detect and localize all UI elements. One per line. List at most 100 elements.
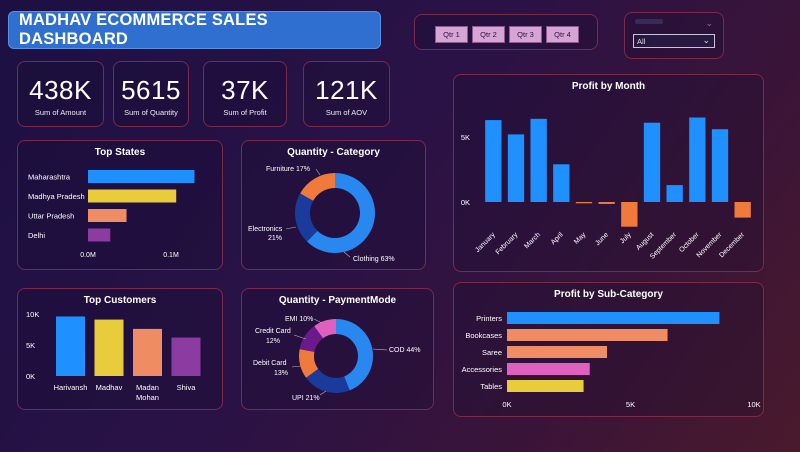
- y-tick-label-uttar-pradesh: Uttar Pradesh: [28, 212, 74, 221]
- kpi-card-amount: 438K Sum of Amount: [17, 61, 104, 127]
- quarter-slicer: Qtr 1 Qtr 2 Qtr 3 Qtr 4: [414, 14, 598, 50]
- bar-september: [666, 185, 683, 202]
- top-states-panel: Top States Maharashtra Madhya Pradesh Utta…: [17, 140, 223, 270]
- bar-madhav: [94, 319, 124, 376]
- y-tick-label-delhi: Delhi: [28, 231, 45, 240]
- data-label-upi: UPI 21%: [292, 395, 320, 402]
- chart-title: Quantity - PaymentMode: [278, 295, 397, 306]
- bar-april: [553, 164, 570, 202]
- kpi-value: 37K: [221, 75, 269, 105]
- x-tick-label-shiva: Shiva: [177, 383, 197, 392]
- bar-march: [530, 118, 547, 202]
- x-tick-label-madan-mohan: Madan: [136, 383, 159, 392]
- data-label-electronics-pct: 21%: [268, 235, 282, 242]
- y-tick-label-10k: 10K: [26, 310, 39, 319]
- y-tick-label-0k: 0K: [26, 372, 35, 381]
- leader-line-furniture: [315, 168, 321, 176]
- x-tick-label-5k: 5K: [626, 400, 635, 409]
- y-tick-label-tables: Tables: [480, 382, 502, 391]
- bar-shiva: [171, 337, 201, 376]
- x-tick-label-may: May: [573, 231, 588, 246]
- data-label-credit-card: Credit Card: [255, 328, 291, 335]
- x-tick-label-february: February: [495, 231, 520, 256]
- leader-line-emi: [313, 318, 323, 324]
- y-tick-label-madhya-pradesh: Madhya Pradesh: [28, 192, 85, 201]
- data-label-furniture: Furniture 17%: [266, 166, 310, 173]
- state-dropdown[interactable]: All ⌄: [633, 34, 715, 48]
- top-customers-panel: Top Customers 0K 5K 10K Harivansh Madhav Mada…: [17, 288, 223, 410]
- x-tick-label-april: April: [550, 231, 565, 246]
- bar-madhya-pradesh: [88, 189, 177, 203]
- qtr-2-button[interactable]: Qtr 2: [472, 26, 505, 43]
- profit-by-month-panel: Profit by Month 0K 5K January February March…: [453, 74, 764, 272]
- bar-december: [734, 202, 751, 218]
- kpi-label: Sum of Profit: [223, 108, 267, 117]
- data-label-debit-card-pct: 13%: [274, 370, 288, 377]
- bar-june: [598, 202, 615, 204]
- bar-printers: [507, 312, 720, 324]
- x-tick-label-july: July: [619, 231, 633, 245]
- slice-emi: [314, 319, 336, 339]
- x-tick-label-august: August: [635, 231, 655, 251]
- y-tick-label-5k: 5K: [26, 341, 35, 350]
- bar-november: [711, 129, 729, 202]
- bar-uttar-pradesh: [88, 209, 127, 222]
- y-tick-label-bookcases: Bookcases: [465, 331, 502, 340]
- bar-may: [575, 202, 593, 204]
- x-tick-label-harivansh: Harivansh: [54, 383, 88, 392]
- qtr-3-button[interactable]: Qtr 3: [509, 26, 542, 43]
- y-tick-label-maharashtra: Maharashtra: [28, 173, 71, 182]
- kpi-label: Sum of AOV: [325, 108, 368, 117]
- chart-title: Top Customers: [83, 295, 157, 306]
- leader-line-credit-card: [293, 334, 307, 340]
- kpi-value: 438K: [29, 75, 92, 105]
- kpi-card-profit: 37K Sum of Profit: [203, 61, 287, 127]
- quantity-category-panel: Quantity - Category Clothing 63% Electron…: [241, 140, 426, 270]
- bar-bookcases: [507, 329, 668, 341]
- bar-february: [507, 134, 525, 202]
- top-states-chart: Maharashtra Madhya Pradesh Uttar Pradesh De…: [28, 170, 195, 259]
- slicer-collapse-icon[interactable]: ⌄: [705, 18, 713, 28]
- kpi-label: Sum of Quantity: [124, 108, 178, 117]
- qtr-4-button[interactable]: Qtr 4: [546, 26, 579, 43]
- kpi-value: 5615: [121, 75, 181, 105]
- chart-title: Top States: [94, 147, 146, 158]
- kpi-label: Sum of Amount: [34, 108, 87, 117]
- chart-title: Quantity - Category: [287, 147, 380, 158]
- bar-january: [485, 120, 502, 202]
- slice-furniture: [300, 173, 335, 201]
- data-label-debit-card: Debit Card: [253, 360, 287, 367]
- chevron-down-icon: ⌄: [702, 35, 710, 45]
- y-tick-label-0k: 0K: [461, 198, 470, 207]
- bar-harivansh: [56, 316, 85, 376]
- leader-line-clothing: [343, 251, 351, 258]
- slice-electronics: [295, 193, 318, 242]
- y-tick-label-printers: Printers: [476, 314, 502, 323]
- x-tick-label-0k: 0K: [502, 400, 511, 409]
- profit-by-subcategory-panel: Profit by Sub-Category Printers Bookcases…: [453, 282, 764, 417]
- x-tick-label-10k: 10K: [747, 400, 760, 409]
- slice-credit-card: [299, 326, 324, 352]
- x-tick-label-march: March: [523, 231, 542, 250]
- profit-by-subcategory-chart: Printers Bookcases Saree Accessories Tables0…: [462, 312, 761, 409]
- kpi-card-quantity: 5615 Sum of Quantity: [113, 61, 189, 127]
- slice-clothing: [306, 173, 375, 253]
- chart-title: Profit by Sub-Category: [554, 289, 663, 300]
- leader-line-upi: [319, 390, 327, 396]
- bar-tables: [507, 380, 584, 392]
- data-label-cod: COD 44%: [389, 347, 421, 354]
- slice-debit-card: [299, 349, 319, 378]
- data-label-clothing: Clothing 63%: [353, 256, 395, 263]
- leader-line-cod: [372, 348, 388, 351]
- bar-october: [689, 117, 706, 202]
- slicer-header: [635, 19, 663, 24]
- data-label-electronics: Electronics: [248, 226, 283, 233]
- dashboard-title: MADHAV ECOMMERCE SALES DASHBOARD: [8, 11, 381, 49]
- x-tick-label-madhav: Madhav: [96, 383, 123, 392]
- quantity-paymentmode-panel: Quantity - PaymentMode COD 44% UPI 21% Deb…: [241, 288, 434, 410]
- qtr-1-button[interactable]: Qtr 1: [435, 26, 468, 43]
- kpi-card-aov: 121K Sum of AOV: [303, 61, 390, 127]
- state-slicer: ⌄ All ⌄: [624, 12, 724, 59]
- bar-delhi: [88, 228, 111, 242]
